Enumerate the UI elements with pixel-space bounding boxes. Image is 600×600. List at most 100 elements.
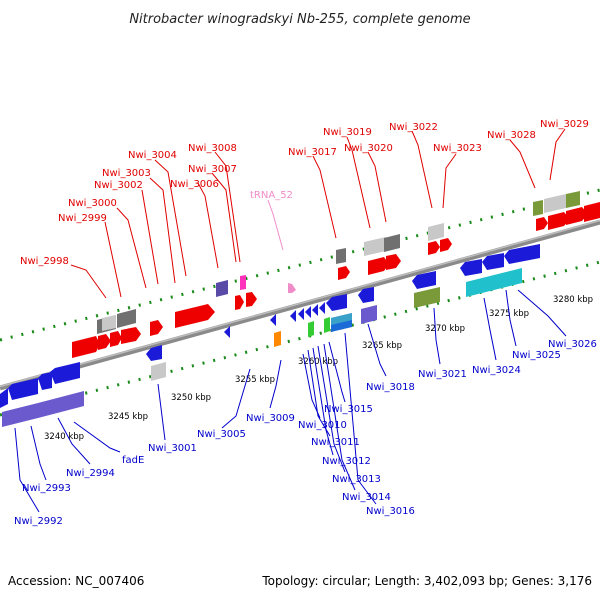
leader-line bbox=[346, 136, 371, 229]
gene-label: Nwi_3028 bbox=[487, 130, 536, 141]
scale-label: 3255 kbp bbox=[235, 375, 275, 385]
forward-genes bbox=[72, 191, 600, 358]
gene-box bbox=[533, 200, 543, 216]
reverse-leaders bbox=[14, 289, 567, 513]
leader-line bbox=[269, 359, 282, 409]
gene-arrow bbox=[386, 254, 401, 270]
gene-box bbox=[336, 248, 346, 264]
gene-box bbox=[38, 391, 84, 418]
gene-label: Nwi_2998 bbox=[20, 256, 69, 267]
gene-box bbox=[466, 276, 490, 297]
leader-line bbox=[509, 139, 536, 189]
gene-label: Nwi_2993 bbox=[22, 483, 71, 494]
gene-box bbox=[361, 305, 377, 324]
gene-label: Nwi_3014 bbox=[342, 492, 391, 503]
leader-line bbox=[141, 189, 159, 285]
gene-label: Nwi_3017 bbox=[288, 147, 337, 158]
gene-arrow bbox=[504, 244, 540, 264]
gene-label: Nwi_3007 bbox=[188, 164, 237, 175]
leader-line bbox=[505, 289, 517, 347]
gene-arrow bbox=[368, 257, 389, 275]
leader-line bbox=[154, 159, 187, 277]
gene-label: Nwi_3013 bbox=[332, 474, 381, 485]
leader-line bbox=[549, 128, 566, 181]
leader-line bbox=[267, 199, 284, 251]
gene-label: Nwi_3008 bbox=[188, 143, 237, 154]
accession-text: Accession: NC_007406 bbox=[8, 574, 144, 588]
gene-label: fadE bbox=[122, 455, 144, 466]
gene-arrow bbox=[121, 327, 141, 344]
scale-label: 3265 kbp bbox=[362, 341, 402, 351]
leader-line bbox=[104, 221, 122, 298]
gene-label: Nwi_3011 bbox=[311, 437, 360, 448]
gene-arrow bbox=[150, 320, 163, 336]
gene-arrow bbox=[358, 287, 374, 303]
leader-line bbox=[367, 151, 387, 223]
gene-label: Nwi_2992 bbox=[14, 516, 63, 527]
gene-label: Nwi_3016 bbox=[366, 506, 415, 517]
leader-line bbox=[14, 427, 40, 513]
gene-label: Nwi_3000 bbox=[68, 198, 117, 209]
gene-box bbox=[151, 362, 166, 381]
gene-arrow bbox=[0, 388, 8, 408]
gene-box bbox=[308, 321, 314, 337]
leader-line bbox=[70, 264, 107, 299]
leader-line bbox=[442, 153, 457, 209]
gene-box bbox=[428, 223, 444, 241]
gene-box bbox=[384, 234, 400, 252]
gene-arrow bbox=[440, 238, 452, 252]
gene-label: Nwi_3019 bbox=[323, 127, 372, 138]
rna-leaders bbox=[267, 199, 284, 251]
gene-label: Nwi_2994 bbox=[66, 468, 115, 479]
gene-label: Nwi_3026 bbox=[548, 339, 597, 350]
outer-reverse-track bbox=[0, 260, 600, 417]
leader-line bbox=[317, 345, 346, 473]
gene-arrow bbox=[224, 326, 230, 338]
gene-arrow bbox=[312, 304, 318, 316]
gene-arrow bbox=[428, 241, 440, 255]
tick-tracks bbox=[0, 188, 600, 417]
leader-line bbox=[312, 347, 334, 456]
reverse-genes bbox=[0, 244, 540, 427]
gene-arrow bbox=[584, 202, 600, 222]
gene-arrow bbox=[305, 306, 311, 318]
gene-box bbox=[274, 331, 281, 347]
gene-arrow bbox=[536, 217, 548, 231]
gene-box bbox=[102, 315, 116, 331]
rna-gene-labels: tRNA_52 bbox=[250, 190, 293, 201]
scale-label: 3270 kbp bbox=[425, 324, 465, 334]
genome-backbone bbox=[0, 219, 600, 391]
leader-line bbox=[214, 151, 241, 263]
genome-backbone-highlight bbox=[0, 219, 600, 388]
gene-arrow bbox=[72, 336, 100, 358]
gene-label: Nwi_3020 bbox=[344, 143, 393, 154]
leader-line bbox=[483, 297, 497, 361]
gene-arrow bbox=[319, 302, 325, 314]
gene-box bbox=[216, 280, 228, 297]
reverse-gene-labels: Nwi_2992 Nwi_2993 Nwi_2994 fadE Nwi_3001… bbox=[14, 339, 597, 527]
leader-line bbox=[328, 341, 346, 403]
leader-line bbox=[367, 323, 387, 377]
gene-box bbox=[490, 268, 522, 291]
gene-arrow bbox=[338, 266, 350, 280]
gene-arrow bbox=[8, 378, 38, 400]
gene-arrow bbox=[270, 314, 276, 326]
gene-label: Nwi_3015 bbox=[324, 404, 373, 415]
gene-arrow bbox=[235, 295, 244, 310]
map-title: Nitrobacter winogradskyi Nb-255, complet… bbox=[129, 12, 470, 27]
gene-box bbox=[331, 313, 352, 325]
leader-line bbox=[116, 207, 147, 289]
gene-arrow bbox=[290, 310, 296, 322]
genome-summary-text: Topology: circular; Length: 3,402,093 bp… bbox=[261, 574, 592, 588]
leader-line bbox=[323, 343, 356, 491]
leader-line bbox=[517, 289, 567, 337]
leader-line bbox=[197, 182, 219, 269]
leader-line bbox=[221, 368, 251, 429]
scale-label: 3245 kbp bbox=[108, 412, 148, 422]
outer-forward-track bbox=[0, 188, 600, 342]
gene-label: Nwi_3023 bbox=[433, 143, 482, 154]
leader-line bbox=[211, 172, 237, 263]
leader-line bbox=[73, 421, 121, 453]
gene-arrow bbox=[288, 283, 296, 293]
scale-label: 3280 kbp bbox=[553, 295, 593, 305]
